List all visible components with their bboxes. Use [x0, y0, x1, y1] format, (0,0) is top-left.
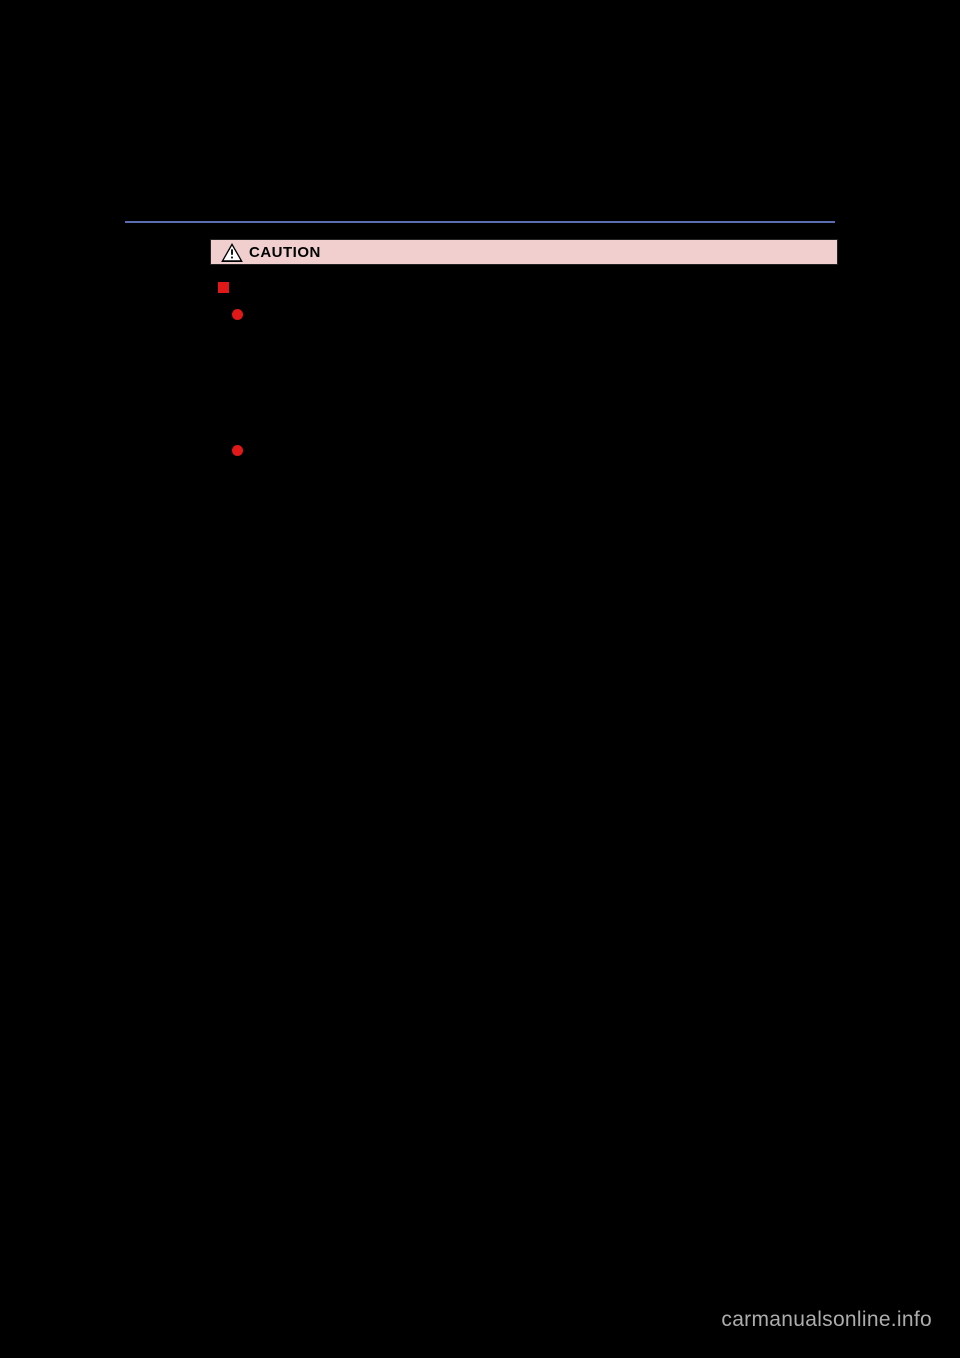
caution-label: CAUTION	[249, 244, 321, 261]
section-square-bullet	[218, 282, 229, 293]
list-bullet-2	[232, 445, 243, 456]
warning-triangle-icon	[221, 243, 243, 262]
watermark-text: carmanualsonline.info	[721, 1308, 932, 1332]
caution-bar: CAUTION	[210, 239, 838, 265]
list-bullet-1	[232, 309, 243, 320]
page-root: CAUTION carmanualsonline.info	[0, 0, 960, 1358]
header-rule	[125, 221, 835, 223]
